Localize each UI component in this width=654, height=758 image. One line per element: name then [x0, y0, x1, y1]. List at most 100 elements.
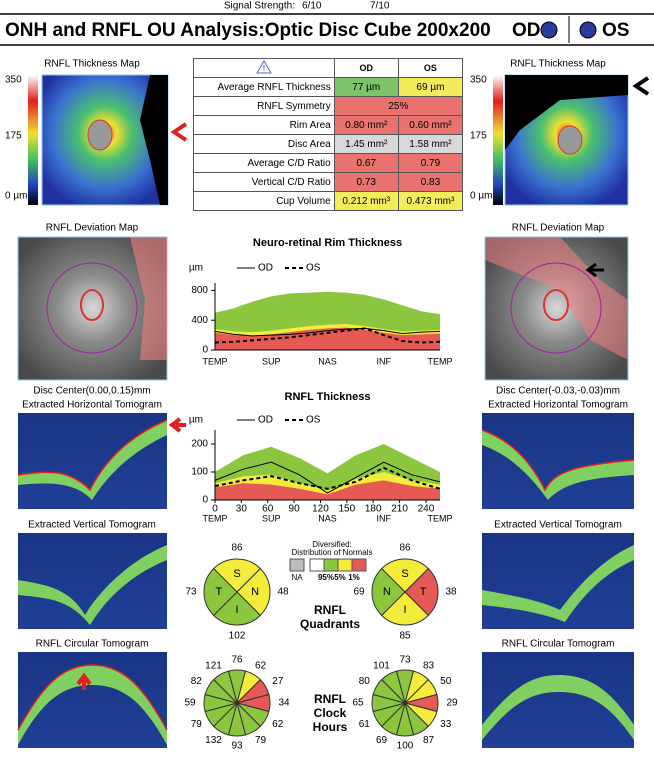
scale-label: 0 µm: [470, 191, 492, 202]
clock-value: 82: [191, 676, 203, 687]
quadrant-label: N: [251, 586, 259, 598]
retina-band: [18, 665, 167, 745]
clock-value: 34: [278, 698, 290, 709]
quadrant: [212, 591, 262, 626]
y-axis-label: µm: [189, 415, 203, 426]
tomogram-title: Extracted Vertical Tomogram: [28, 520, 156, 531]
y-tick-label: 100: [191, 467, 208, 478]
clock-value: 101: [373, 660, 390, 671]
clock-value: 121: [205, 660, 222, 671]
parameter-table: ! OD OS Average RNFL Thickness 77 µm 69 µm RNF…: [193, 58, 464, 211]
x-tick-label: 180: [365, 504, 382, 515]
column-header: OD: [333, 58, 399, 78]
quadrant: [371, 567, 406, 617]
region-label: INF: [377, 513, 392, 523]
quadrant-label: I: [235, 604, 238, 616]
x-tick-label: 240: [418, 504, 435, 515]
page-title: ONH and RNFL OU Analysis:Optic Disc Cube…: [5, 20, 491, 41]
region-label: TEMP: [427, 513, 452, 523]
cell-value: 0.60 mm²: [397, 115, 464, 135]
row-label: Cup Volume: [193, 191, 335, 211]
tomogram-title: Extracted Horizontal Tomogram: [488, 400, 628, 411]
retina-band: [18, 545, 167, 625]
clock-value: 76: [231, 655, 243, 666]
legend-title: Diversified:: [312, 540, 352, 549]
legend-label: NA: [291, 573, 303, 582]
map-void: [505, 75, 628, 150]
disc-center: Disc Center(-0.03,-0.03)mm: [496, 386, 620, 397]
scan-circle: [510, 262, 602, 354]
cell-value: 0.67: [333, 153, 399, 173]
scale-label: 0 µm: [5, 191, 27, 202]
x-tick-label: 90: [289, 504, 301, 515]
clock-value: 93: [231, 741, 243, 752]
clock-hour: [380, 670, 406, 705]
clock-value: 65: [352, 698, 364, 709]
clock-value: 59: [184, 698, 196, 709]
quadrant-value: 73: [185, 587, 197, 598]
quadrant: [236, 567, 271, 617]
arrow: [76, 672, 92, 690]
x-tick-label: 120: [312, 504, 329, 515]
y-tick-label: 400: [191, 315, 208, 326]
legend-label: 1%: [348, 573, 360, 582]
quadrant-value: 102: [229, 631, 246, 642]
quadrant-value: 48: [277, 587, 289, 598]
tomogram-title: Extracted Horizontal Tomogram: [22, 400, 162, 411]
row-label: Disc Area: [193, 134, 335, 154]
cell-value: 0.79: [397, 153, 464, 173]
tomogram: [482, 413, 634, 509]
legend-swatch: [289, 558, 305, 572]
cell-value: 0.83: [397, 172, 464, 192]
disc: [543, 289, 569, 321]
scale-label: 350: [470, 75, 487, 86]
retina-band: [482, 675, 634, 740]
boundary: [17, 664, 168, 731]
signal-os: 7/10: [370, 1, 390, 12]
x-tick-label: 60: [262, 504, 274, 515]
disc: [87, 119, 113, 151]
quadrant-value: 86: [231, 543, 243, 554]
scale-label: 350: [5, 75, 22, 86]
retina-band: [18, 420, 167, 500]
disc-center: Disc Center(0.00,0.15)mm: [33, 386, 150, 397]
quadrant-value: 38: [445, 587, 457, 598]
table-row: Cup Volume 0.212 mm³ 0.473 mm³: [193, 191, 464, 211]
region-label: NAS: [318, 513, 337, 523]
legend-label: 5%: [334, 573, 346, 582]
table-row: Rim Area 0.80 mm² 0.60 mm²: [193, 115, 464, 135]
x-tick-label: NAS: [318, 356, 337, 366]
legend-label: OD: [258, 263, 273, 274]
clock-value: 80: [359, 676, 371, 687]
row-label: Rim Area: [193, 115, 335, 135]
row-label: Average C/D Ratio: [193, 153, 335, 173]
deviation-overlay: [130, 237, 167, 360]
series-line: [214, 461, 441, 494]
column-header: OS: [397, 58, 464, 78]
x-tick-label: TEMP: [427, 356, 452, 366]
series-line: [214, 327, 441, 344]
scale-bar: [493, 75, 503, 205]
clock-value: 29: [446, 698, 458, 709]
clock-value: 100: [397, 741, 414, 752]
cell-value: 1.58 mm²: [397, 134, 464, 154]
region-label: SUP: [262, 513, 281, 523]
legend-swatch: [351, 558, 367, 572]
cell-value: 0.73: [333, 172, 399, 192]
arrow: [168, 417, 186, 433]
signal-label: Signal Strength:: [224, 1, 295, 12]
x-tick-label: SUP: [262, 356, 281, 366]
table-row: Average C/D Ratio 0.67 0.79: [193, 153, 464, 173]
quadrant-label: S: [233, 568, 240, 580]
disc: [557, 125, 583, 155]
scale-label: 175: [5, 131, 22, 142]
tomogram-title: RNFL Circular Tomogram: [502, 639, 615, 650]
cell-value: 0.473 mm³: [397, 191, 464, 211]
legend-label: OD: [258, 415, 273, 426]
y-tick-label: 800: [191, 285, 208, 296]
legend-label: 95%: [318, 573, 334, 582]
series-line: [214, 466, 441, 490]
retina-band: [482, 545, 634, 622]
x-tick-label: 150: [338, 504, 355, 515]
